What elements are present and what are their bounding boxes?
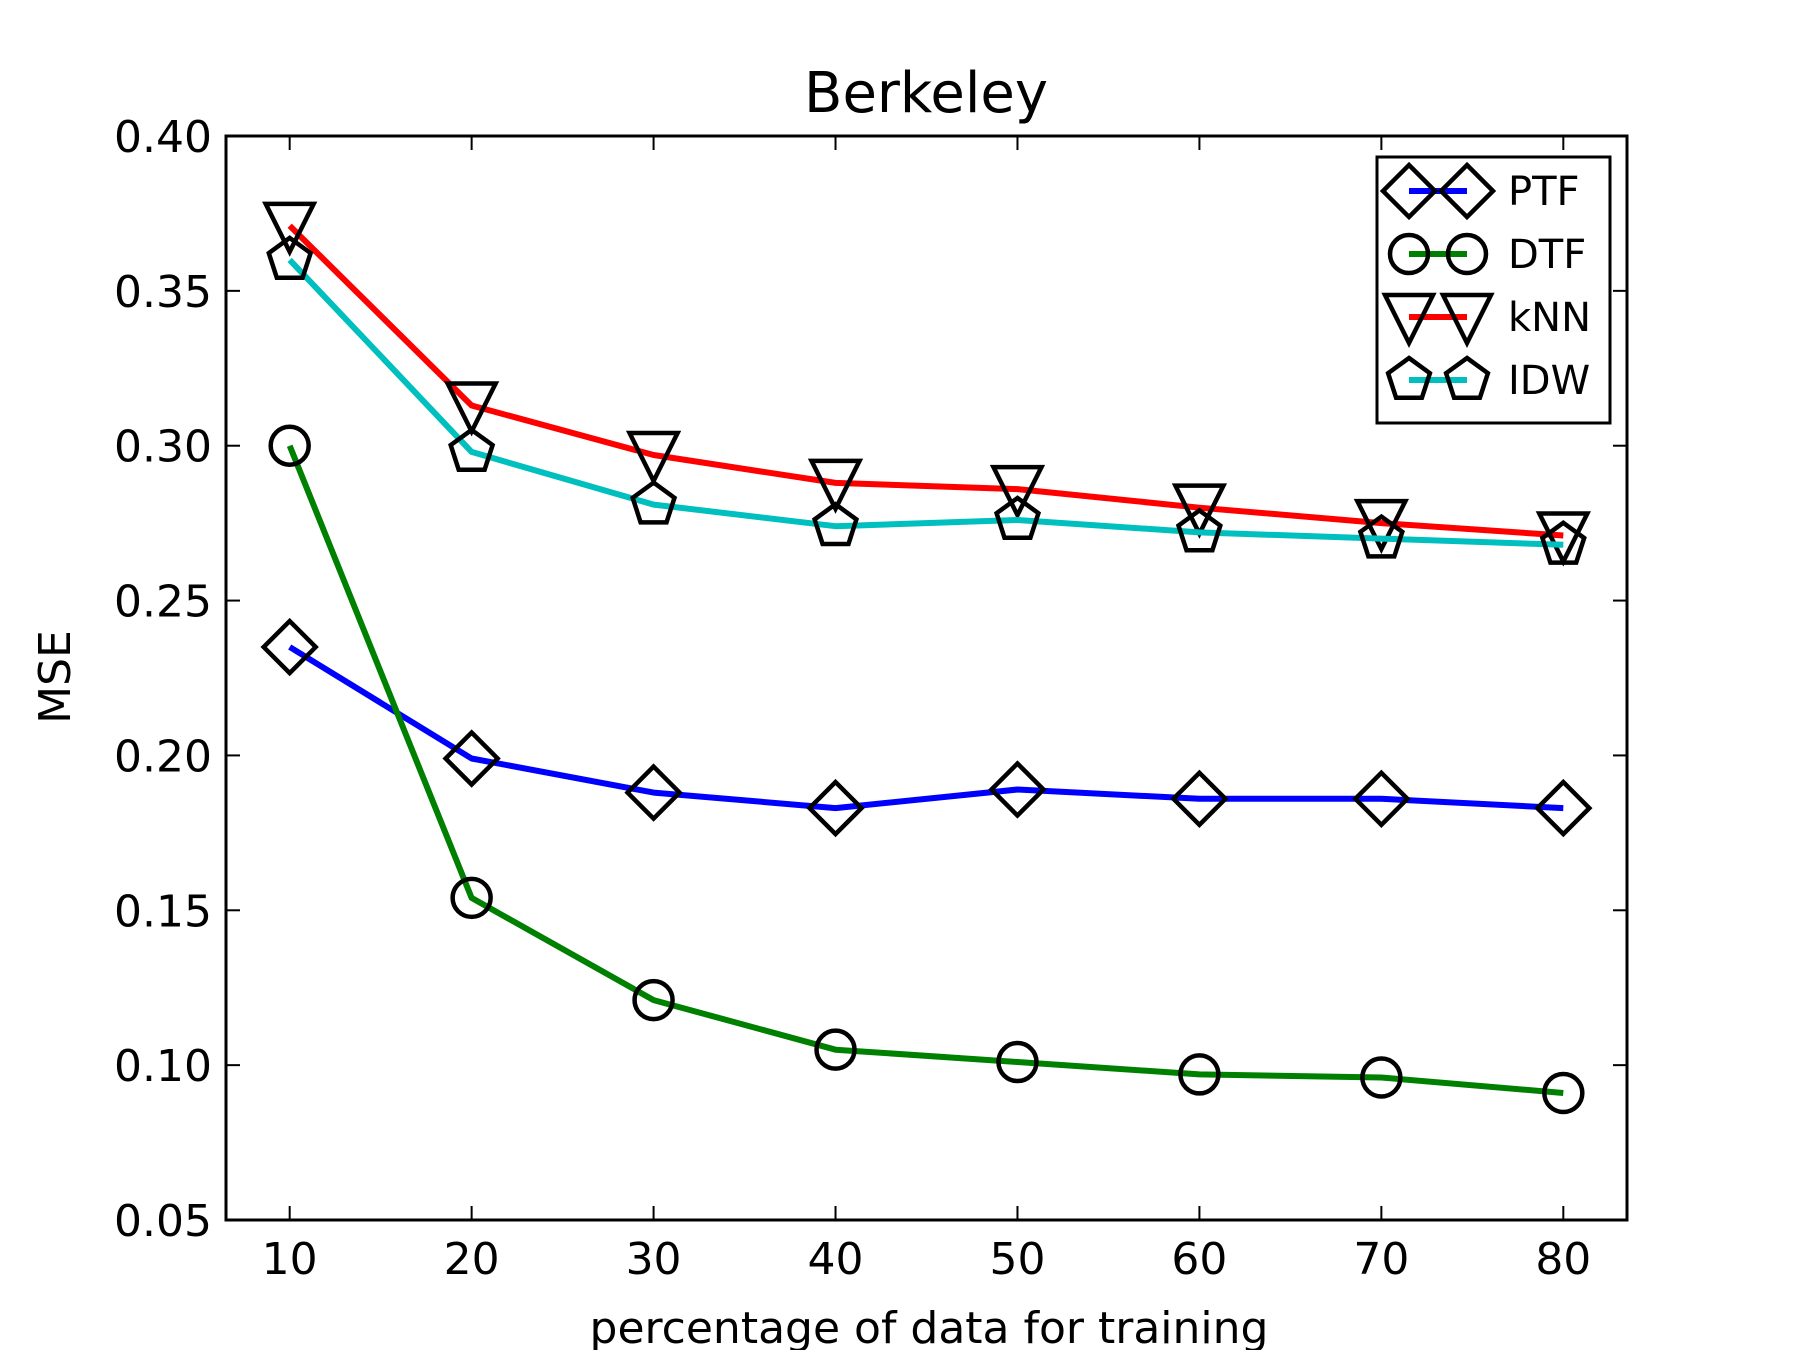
data-point-dtf	[450, 876, 493, 920]
legend-label-ptf: PTF	[1508, 169, 1580, 215]
data-point-dtf	[996, 1040, 1039, 1084]
x-tick-label: 70	[1353, 1234, 1409, 1285]
data-point-knn	[625, 430, 682, 487]
x-tick-label: 30	[626, 1234, 682, 1285]
data-point-knn	[1535, 511, 1591, 567]
x-axis-label: percentage of data for training	[590, 1303, 1269, 1350]
data-point-knn	[262, 201, 318, 257]
y-tick-label: 0.15	[114, 886, 212, 937]
legend-label-knn: kNN	[1508, 295, 1591, 341]
axis-ticks: 10 20 30 40 50 60 70 80 0.05 0.10 0.15 0.20 0.25 0.30…	[114, 112, 1627, 1285]
data-point-ptf	[1170, 769, 1229, 828]
data-point-idw	[993, 495, 1042, 541]
y-tick-label: 0.40	[114, 112, 212, 163]
legend-marker-knn	[1439, 292, 1495, 349]
y-tick-label: 0.05	[114, 1196, 212, 1247]
series-line-ptf	[288, 644, 1564, 812]
legend-marker-idw	[1385, 355, 1433, 401]
y-tick-label: 0.10	[114, 1041, 212, 1092]
data-point-dtf	[632, 978, 675, 1022]
data-point-ptf	[806, 778, 865, 838]
data-point-idw	[1539, 520, 1587, 565]
data-point-idw	[266, 235, 314, 280]
data-point-ptf	[1534, 778, 1593, 838]
legend-item-knn: kNN	[1381, 292, 1591, 349]
data-point-idw	[811, 501, 860, 547]
series-line-idw	[287, 257, 1564, 548]
data-point-knn	[989, 464, 1046, 521]
legend-label-dtf: DTF	[1508, 232, 1586, 278]
legend-marker-dtf	[1445, 232, 1489, 276]
data-point-ptf	[1352, 769, 1411, 828]
data-point-knn	[443, 381, 500, 437]
series-layer	[260, 201, 1593, 1115]
data-point-idw	[1175, 507, 1223, 553]
legend-label-idw: IDW	[1508, 358, 1590, 404]
data-point-dtf	[814, 1028, 857, 1071]
chart-title: Berkeley	[804, 61, 1048, 126]
series-line-dtf	[286, 444, 1564, 1096]
legend-marker-ptf	[1379, 161, 1439, 221]
legend-marker-ptf	[1437, 161, 1497, 221]
data-point-ptf	[988, 760, 1047, 819]
data-point-dtf	[1542, 1071, 1585, 1115]
x-tick-label: 40	[808, 1234, 864, 1285]
x-tick-label: 60	[1171, 1234, 1227, 1285]
y-tick-label: 0.25	[114, 577, 212, 628]
y-tick-label: 0.30	[114, 422, 212, 473]
legend: PTF DTF kNN IDW	[1375, 155, 1612, 425]
data-point-idw	[448, 427, 496, 472]
data-point-dtf	[268, 424, 311, 467]
y-tick-label: 0.20	[114, 731, 212, 782]
y-axis-label: MSE	[30, 630, 81, 724]
legend-marker-knn	[1381, 292, 1437, 349]
x-tick-label: 10	[262, 1234, 318, 1285]
series-ptf	[260, 617, 1593, 838]
x-tick-label: 50	[989, 1234, 1045, 1285]
series-knn	[262, 201, 1591, 567]
data-point-idw	[1357, 513, 1405, 559]
data-point-dtf	[1178, 1053, 1221, 1096]
series-dtf	[268, 424, 1585, 1115]
data-point-dtf	[1360, 1056, 1403, 1099]
legend-item-idw: IDW	[1385, 355, 1590, 404]
series-idw	[266, 235, 1587, 565]
data-point-ptf	[442, 729, 501, 788]
series-line-knn	[287, 223, 1564, 539]
plot-frame	[224, 134, 1629, 1222]
legend-item-ptf: PTF	[1379, 161, 1580, 221]
data-point-idw	[630, 479, 678, 525]
x-tick-label: 20	[444, 1234, 500, 1285]
data-point-ptf	[624, 763, 683, 822]
legend-item-dtf: DTF	[1387, 232, 1586, 278]
data-point-ptf	[260, 617, 319, 677]
legend-marker-dtf	[1387, 232, 1431, 276]
y-tick-label: 0.35	[114, 267, 212, 318]
x-tick-label: 80	[1535, 1234, 1591, 1285]
legend-marker-idw	[1443, 355, 1491, 401]
data-point-knn	[807, 458, 864, 514]
data-point-knn	[1171, 483, 1228, 539]
